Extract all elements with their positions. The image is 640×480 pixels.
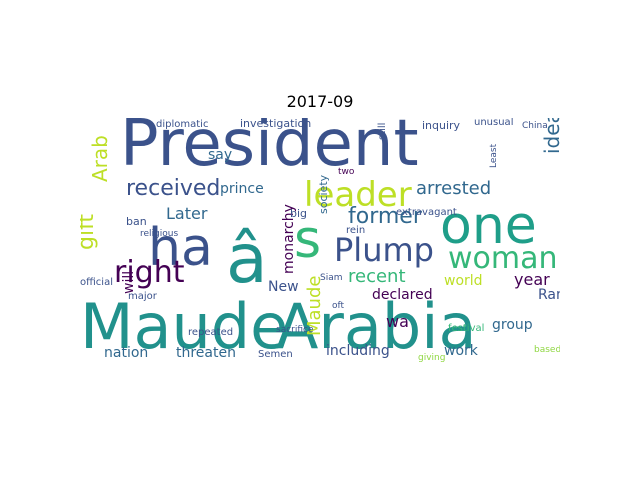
cloud-word: New: [268, 279, 299, 295]
cloud-word: right: [114, 255, 185, 290]
cloud-word: Siam: [320, 273, 343, 283]
cloud-word: China: [522, 121, 548, 131]
cloud-word: Arab: [88, 135, 112, 182]
cloud-word: ha: [148, 218, 213, 278]
cloud-word: festival: [448, 323, 485, 334]
cloud-word: religious: [140, 229, 179, 239]
cloud-word: repeated: [188, 327, 234, 338]
cloud-word: threaten: [176, 345, 236, 361]
cloud-word: woman: [448, 241, 558, 276]
cloud-word: official: [80, 277, 113, 288]
cloud-word: sacrifice: [276, 325, 314, 335]
cloud-word: declared: [372, 287, 433, 303]
cloud-word: received: [126, 176, 221, 201]
cloud-word: arrested: [416, 178, 492, 199]
cloud-word: two: [338, 167, 355, 177]
cloud-word: big: [290, 207, 308, 220]
cloud-word: s: [294, 210, 322, 270]
cloud-word: Least: [489, 143, 499, 168]
cloud-word: work: [444, 343, 478, 359]
cloud-word: wa: [386, 312, 409, 331]
cloud-word: including: [326, 343, 390, 359]
cloud-word: one: [440, 196, 537, 256]
word-cloud: President Maude Arabia ha â s one leader…: [80, 118, 560, 364]
chart-title: 2017-09: [286, 92, 354, 111]
cloud-word: still: [377, 122, 388, 140]
cloud-word: unusual: [474, 118, 514, 128]
cloud-word: â: [226, 220, 268, 299]
cloud-word: Maude: [80, 290, 289, 363]
cloud-word: gift: [80, 213, 99, 250]
cloud-word: oft: [332, 301, 345, 311]
cloud-word: investigation: [240, 118, 312, 130]
cloud-word: Plump: [334, 231, 434, 269]
cloud-word: Semen: [258, 349, 293, 360]
cloud-word: ban: [126, 215, 147, 228]
cloud-word: Arabia: [276, 290, 477, 363]
cloud-word: year: [514, 270, 550, 289]
cloud-word: rein: [346, 225, 366, 236]
cloud-word: Later: [166, 204, 208, 223]
cloud-word: giving: [418, 353, 446, 363]
cloud-word: based: [534, 345, 560, 355]
cloud-word: inquiry: [422, 119, 461, 132]
cloud-word: President: [120, 118, 419, 181]
cloud-word: say: [208, 147, 233, 163]
cloud-word: Ran: [538, 287, 560, 303]
cloud-word: extravagant: [396, 207, 457, 218]
cloud-word: group: [492, 317, 533, 333]
cloud-word: major: [128, 291, 157, 302]
cloud-word: leader: [304, 175, 412, 215]
cloud-word: former: [348, 204, 422, 229]
cloud-word: diplomatic: [156, 119, 209, 130]
cloud-word: prince: [220, 181, 264, 197]
cloud-word: society: [317, 174, 330, 214]
cloud-word: nation: [104, 345, 149, 361]
cloud-word: recent: [348, 266, 406, 287]
cloud-word: world: [444, 273, 483, 289]
